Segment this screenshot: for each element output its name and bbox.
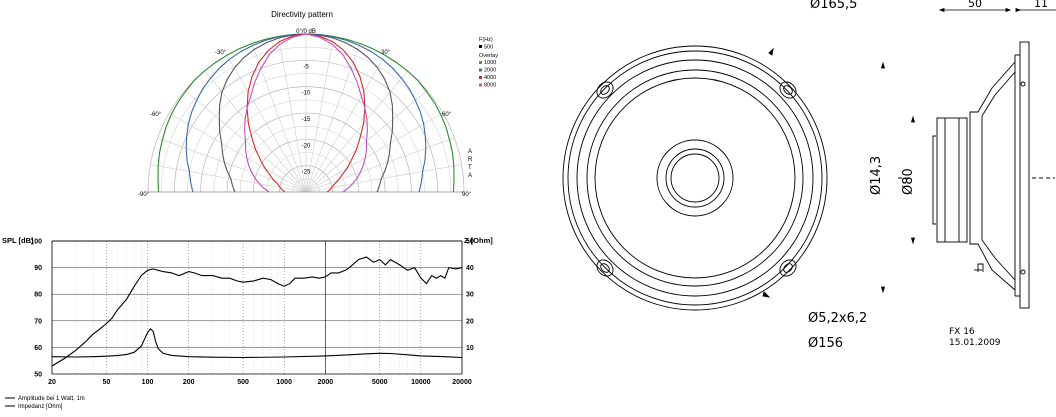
legend-impedance: Impedanz [Ohm] — [18, 404, 63, 410]
y2-tick-label: 20 — [466, 318, 474, 325]
fr-legend: Amplitude bei 1 Watt, 1m Impedanz [Ohm] — [5, 396, 85, 410]
dim-flange-11: 11 — [1034, 0, 1048, 10]
speaker-drawing: Ø165,5 50 11 Ø14,3 Ø80 Ø5,2x6,2 Ø156 FX … — [540, 0, 1056, 412]
polar-top-label: 0°/0 dB — [296, 29, 316, 35]
dim-diameter-80: Ø80 — [901, 168, 916, 195]
amplitude-curve — [52, 257, 462, 366]
fr-curves — [52, 257, 462, 366]
y-axis-label: SPL [dB] — [2, 236, 34, 245]
dim-diameter-143: Ø14,3 — [869, 156, 884, 195]
y2-tick-label: 40 — [466, 265, 474, 272]
side-basket-outline — [970, 62, 1015, 290]
front-view — [563, 46, 827, 310]
arta-letter: R — [468, 157, 473, 163]
arta-letter: T — [468, 165, 472, 171]
dim-diameter-165: Ø165,5 — [810, 0, 857, 12]
y-tick-label: 90 — [34, 265, 42, 272]
legend-item-8000: 8000 — [484, 83, 496, 89]
mounting-hole — [594, 79, 617, 102]
cone-edge-circle — [595, 78, 795, 278]
dim-diameter-156: Ø156 — [808, 336, 843, 351]
y2-tick-label: 30 — [466, 292, 474, 299]
legend-item-4000: 4000 — [484, 75, 496, 81]
angle-label-plus90: 90° — [462, 192, 472, 198]
dim-slot-hole: Ø5,2x6,2 — [808, 311, 867, 326]
legend-item-500: 500 — [484, 45, 493, 51]
mounting-hole — [777, 79, 800, 102]
polar-title: Directivity pattern — [271, 10, 333, 19]
y-tick-label: 80 — [34, 292, 42, 299]
angle-label-minus90: -90° — [138, 192, 150, 198]
polar-ring-label: -10 — [302, 91, 311, 97]
polar-ring-label: -15 — [302, 117, 311, 123]
frequency-response-panel: 20 50 100 200 500 1000 2000 5000 10000 20000 50 60 7… — [0, 228, 520, 412]
legend-swatch — [479, 69, 482, 72]
legend-swatch — [479, 76, 482, 79]
y2-tick-label: 10 — [466, 345, 474, 352]
x-tick-label: 200 — [183, 379, 195, 386]
technical-drawing-panel: Ø165,5 50 11 Ø14,3 Ø80 Ø5,2x6,2 Ø156 FX … — [540, 0, 1056, 412]
impedance-curve — [52, 329, 462, 358]
legend-swatch — [479, 61, 482, 64]
x-tick-label: 50 — [102, 379, 110, 386]
drawing-date: 15.01.2009 — [949, 338, 1001, 348]
polar-plot: Directivity pattern 0°/0 dB -5-10-15-20-… — [0, 0, 520, 210]
side-view — [898, 42, 1055, 308]
angle-label-minus60: -60° — [150, 112, 162, 118]
angle-label-plus30: 30° — [381, 50, 391, 56]
arta-vertical-label: A R T A — [468, 149, 473, 179]
legend-item-2000: 2000 — [484, 68, 496, 74]
legend-swatch — [479, 84, 482, 87]
polar-grid — [148, 34, 464, 192]
angle-label-plus60: 60° — [442, 112, 452, 118]
dim-depth-50: 50 — [968, 0, 982, 10]
model-name: FX 16 — [949, 327, 975, 337]
y2-axis-label: Z [Ohm] — [464, 236, 493, 245]
polar-ring-label: -25 — [302, 170, 311, 176]
polar-ring-label: -20 — [302, 143, 311, 149]
surround-inner-circle — [587, 70, 803, 286]
y-tick-label: 70 — [34, 318, 42, 325]
y-tick-label: 50 — [34, 372, 42, 379]
legend-item-1000: 1000 — [484, 60, 496, 66]
side-frame-flange — [1020, 42, 1029, 308]
arta-letter: A — [468, 149, 472, 155]
polar-spoke — [252, 44, 306, 192]
leader-arrow — [769, 49, 773, 55]
polar-ring-labels: -5 -10 -15 -20 -25 — [302, 64, 311, 175]
fr-tick-labels: 20 50 100 200 500 1000 2000 5000 10000 20000 50 60 7… — [30, 239, 474, 387]
x-tick-label: 20000 — [452, 379, 472, 386]
legend-overlay-title: Overlay — [479, 53, 498, 59]
x-tick-label: 10000 — [411, 379, 431, 386]
x-tick-label: 500 — [237, 379, 249, 386]
x-tick-label: 5000 — [372, 379, 388, 386]
angle-label-minus30: -30° — [215, 50, 227, 56]
x-tick-label: 100 — [142, 379, 154, 386]
dust-cap-ring — [666, 149, 724, 207]
dust-cap-inner — [671, 154, 719, 202]
legend-title: F(Hz) — [479, 37, 493, 43]
y-tick-label: 60 — [34, 345, 42, 352]
side-magnet — [937, 118, 967, 242]
surround-outer-circle — [577, 60, 813, 296]
dust-cap-outer — [657, 140, 733, 216]
dimension-marks — [882, 9, 1056, 293]
x-tick-label: 1000 — [276, 379, 292, 386]
x-tick-label: 2000 — [318, 379, 334, 386]
directivity-pattern-panel: Directivity pattern 0°/0 dB -5-10-15-20-… — [0, 0, 520, 210]
polar-spoke — [306, 44, 360, 192]
legend-amplitude: Amplitude bei 1 Watt, 1m — [18, 396, 85, 402]
polar-ring-label: -5 — [303, 64, 309, 70]
x-tick-label: 20 — [48, 379, 56, 386]
side-terminal — [978, 264, 983, 272]
leader-arrow — [763, 292, 769, 297]
arta-letter: A — [468, 173, 472, 179]
legend-swatch — [479, 45, 482, 48]
frequency-response-chart: 20 50 100 200 500 1000 2000 5000 10000 20000 50 60 7… — [0, 228, 520, 412]
